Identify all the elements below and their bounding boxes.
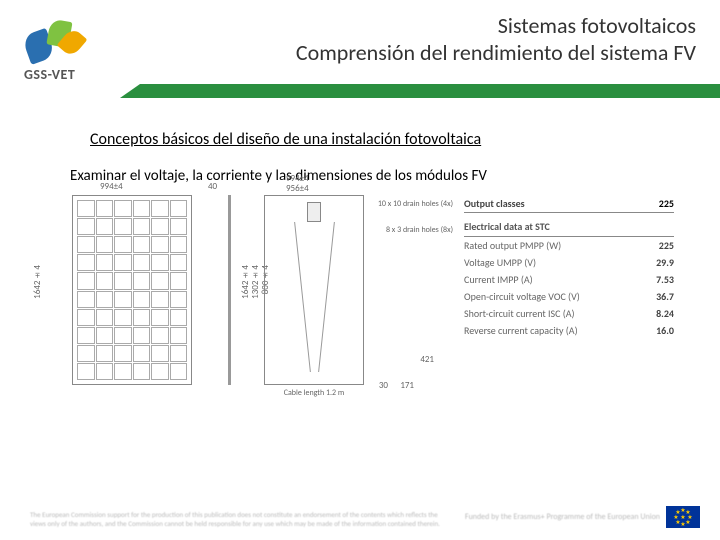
- section-subheading: Examinar el voltaje, la corriente y las …: [70, 167, 690, 185]
- eu-funding-badge: Funded by the Erasmus+ Programme of the …: [465, 506, 700, 528]
- output-classes-value: 225: [659, 197, 674, 210]
- spec-row: Reverse current capacity (A) 16.0: [464, 322, 674, 339]
- logo: GSS-VET: [24, 20, 80, 83]
- spec-label: Reverse current capacity (A): [464, 324, 578, 337]
- drain-note-2: 8 x 3 drain holes (8x): [386, 226, 453, 236]
- spec-row: Rated output PMPP (W) 225: [464, 237, 674, 254]
- slide-header: Sistemas fotovoltaicos Comprensión del r…: [0, 0, 720, 66]
- divider-bar: [140, 84, 720, 98]
- spec-label: Current IMPP (A): [464, 273, 533, 286]
- cable-icon: [314, 222, 315, 372]
- eu-flag-icon: [666, 506, 700, 528]
- dim-width-front: 994±4: [100, 181, 123, 192]
- slide-footer: The European Commission support for the …: [30, 506, 700, 528]
- spec-row: Voltage UMPP (V) 29.9: [464, 254, 674, 271]
- panel-front-view: 994±4 1642±4: [50, 195, 192, 385]
- output-section-header: Electrical data at STC: [464, 217, 674, 237]
- pv-cell-grid: [77, 200, 187, 380]
- dim-bot1: 30: [379, 380, 388, 391]
- logo-leaves-icon: [24, 20, 80, 64]
- spec-value: 7.53: [634, 273, 674, 286]
- cable-length-label: Cable length 1.2 m: [284, 388, 345, 398]
- panel-back-view: 994±4 956±4 1642±4 1302±4 800±4 10 x 10 …: [250, 195, 364, 385]
- dim-width-inner: 956±4: [286, 183, 309, 194]
- eu-funding-text: Funded by the Erasmus+ Programme of the …: [465, 513, 660, 522]
- spec-value: 16.0: [634, 324, 674, 337]
- output-spec-table: Output classes 225 Electrical data at ST…: [464, 195, 674, 385]
- spec-label: Short-circuit current ISC (A): [464, 307, 575, 320]
- junction-box-icon: [307, 202, 321, 222]
- spec-label: Open-circuit voltage VOC (V): [464, 290, 580, 303]
- spec-label: Voltage UMPP (V): [464, 256, 536, 269]
- logo-text: GSS-VET: [24, 66, 80, 83]
- output-classes-label: Output classes: [464, 197, 525, 210]
- section-heading: Conceptos básicos del diseño de una inst…: [90, 130, 690, 149]
- technical-diagram: 994±4 1642±4 40 994±4 956±4 1642±4 1302±…: [50, 195, 690, 385]
- spec-value: 225: [634, 239, 674, 252]
- spec-label: Rated output PMPP (W): [464, 239, 561, 252]
- drain-note-1: 10 x 10 drain holes (4x): [378, 200, 453, 210]
- disclaimer-text: The European Commission support for the …: [30, 511, 450, 528]
- spec-row: Open-circuit voltage VOC (V) 36.7: [464, 288, 674, 305]
- spec-value: 29.9: [634, 256, 674, 269]
- panel-side-view: 40: [202, 195, 240, 385]
- spec-value: 8.24: [634, 307, 674, 320]
- spec-row: Short-circuit current ISC (A) 8.24: [464, 305, 674, 322]
- title-line-2: Comprensión del rendimiento del sistema …: [0, 39, 696, 66]
- title-line-1: Sistemas fotovoltaicos: [0, 12, 696, 39]
- content-area: Conceptos básicos del diseño de una inst…: [90, 130, 690, 385]
- spec-value: 36.7: [634, 290, 674, 303]
- dim-thickness: 40: [208, 181, 217, 192]
- spec-row: Current IMPP (A) 7.53: [464, 271, 674, 288]
- dim-bot3: 421: [420, 354, 434, 365]
- dim-height-front: 1642±4: [32, 265, 43, 299]
- dim-bot2: 171: [400, 380, 414, 391]
